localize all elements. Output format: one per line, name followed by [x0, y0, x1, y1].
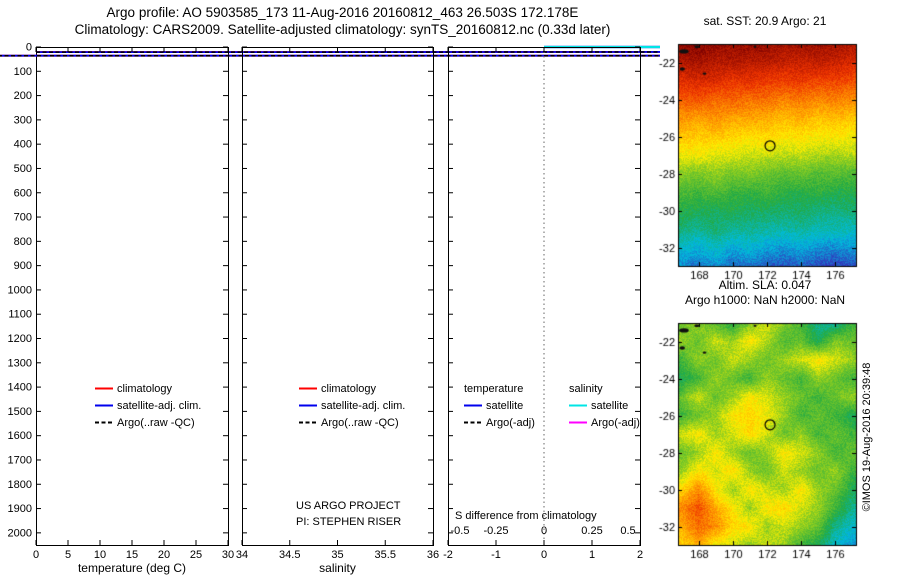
imos-watermark: ©IMOS 19-Aug-2016 20:39:48	[861, 362, 873, 512]
svg-text:1200: 1200	[8, 333, 32, 345]
svg-text:temperature (deg C): temperature (deg C)	[78, 561, 186, 575]
svg-text:1300: 1300	[8, 357, 32, 369]
svg-text:0: 0	[33, 549, 39, 561]
svg-text:34: 34	[236, 549, 248, 561]
svg-text:salinity: salinity	[319, 561, 356, 575]
svg-text:1000: 1000	[8, 284, 32, 296]
svg-text:15: 15	[126, 549, 138, 561]
svg-text:1700: 1700	[8, 454, 32, 466]
svg-text:100: 100	[14, 66, 32, 78]
difference-legend: temperature satellite Argo(-adj) salinity sa…	[464, 383, 640, 429]
svg-text:2000: 2000	[8, 527, 32, 539]
salinity-profile-panel: 34 34.5 35 35.5 36 salinity	[0, 46, 660, 575]
svg-text:0: 0	[541, 525, 547, 537]
svg-text:1500: 1500	[8, 406, 32, 418]
svg-text:Argo(-adj): Argo(-adj)	[591, 417, 640, 429]
svg-text:S difference from climatology: S difference from climatology	[455, 510, 597, 522]
svg-text:1800: 1800	[8, 479, 32, 491]
svg-text:0.25: 0.25	[581, 525, 602, 537]
svg-text:34.5: 34.5	[279, 549, 300, 561]
svg-text:500: 500	[14, 163, 32, 175]
svg-text:0: 0	[541, 549, 547, 561]
svg-text:0: 0	[26, 42, 32, 54]
svg-text:0.5: 0.5	[620, 525, 635, 537]
svg-text:-1: -1	[491, 549, 501, 561]
figure-subtitle: Climatology: CARS2009. Satellite-adjuste…	[74, 22, 611, 37]
svg-text:Argo(..raw -QC): Argo(..raw -QC)	[321, 417, 399, 429]
svg-text:5: 5	[65, 549, 71, 561]
svg-text:35.5: 35.5	[375, 549, 396, 561]
svg-text:satellite-adj. clim.: satellite-adj. clim.	[117, 400, 201, 412]
salinity-legend: climatology satellite-adj. clim. Argo(..ra…	[299, 383, 405, 429]
svg-text:36: 36	[427, 549, 439, 561]
svg-text:PI: STEPHEN RISER: PI: STEPHEN RISER	[296, 516, 401, 528]
svg-text:200: 200	[14, 90, 32, 102]
svg-text:climatology: climatology	[321, 383, 377, 395]
sst-map	[640, 36, 885, 288]
svg-text:25: 25	[190, 549, 202, 561]
svg-text:-0.25: -0.25	[483, 525, 508, 537]
temperature-profile-panel: 0 5 10 15 20 25 300100200300400500600700800900…	[8, 42, 660, 575]
svg-text:900: 900	[14, 260, 32, 272]
svg-text:20: 20	[158, 549, 170, 561]
svg-text:35: 35	[331, 549, 343, 561]
svg-text:Argo(-adj): Argo(-adj)	[486, 417, 535, 429]
svg-text:600: 600	[14, 187, 32, 199]
svg-text:US ARGO PROJECT: US ARGO PROJECT	[296, 500, 401, 512]
svg-text:1600: 1600	[8, 430, 32, 442]
sla-map	[640, 315, 885, 567]
svg-text:10: 10	[94, 549, 106, 561]
svg-text:1: 1	[589, 549, 595, 561]
svg-text:salinity: salinity	[569, 383, 603, 395]
svg-text:1400: 1400	[8, 382, 32, 394]
svg-text:30: 30	[222, 549, 234, 561]
temperature-legend: climatology satellite-adj. clim. Argo(..ra…	[95, 383, 201, 429]
svg-text:300: 300	[14, 114, 32, 126]
svg-text:-2: -2	[443, 549, 453, 561]
sla-map-subtitle: Argo h1000: NaN h2000: NaN	[684, 293, 846, 307]
sla-map-title: Altim. SLA: 0.047	[718, 278, 812, 292]
svg-text:satellite-adj. clim.: satellite-adj. clim.	[321, 400, 405, 412]
figure-title: Argo profile: AO 5903585_173 11-Aug-2016…	[106, 5, 579, 20]
difference-profile-panel: -2-1012S difference from climatology-0.5…	[443, 45, 660, 561]
profile-panels: 0 5 10 15 20 25 300100200300400500600700800900…	[0, 42, 660, 575]
sst-map-title: sat. SST: 20.9 Argo: 21	[703, 14, 827, 28]
svg-text:1900: 1900	[8, 503, 32, 515]
svg-text:-0.5: -0.5	[451, 525, 470, 537]
svg-text:satellite: satellite	[486, 400, 523, 412]
svg-text:Argo(..raw -QC): Argo(..raw -QC)	[117, 417, 195, 429]
svg-text:700: 700	[14, 212, 32, 224]
project-annotation: US ARGO PROJECT PI: STEPHEN RISER	[296, 500, 401, 528]
svg-text:400: 400	[14, 139, 32, 151]
svg-text:climatology: climatology	[117, 383, 173, 395]
svg-text:1100: 1100	[8, 309, 32, 321]
svg-text:temperature: temperature	[464, 383, 523, 395]
svg-text:satellite: satellite	[591, 400, 628, 412]
svg-text:800: 800	[14, 236, 32, 248]
